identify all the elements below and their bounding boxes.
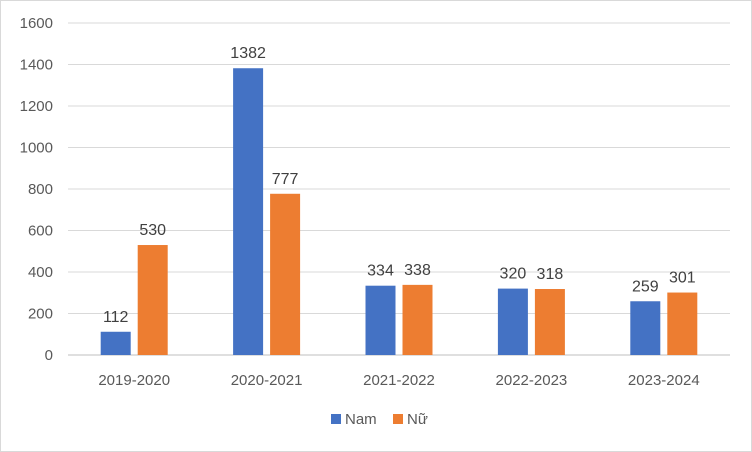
data-labels: 112 530 1382 777 334 338 320 318 259 301 [103,45,696,326]
y-tick-label: 200 [28,306,53,323]
x-tick-label: 2021-2022 [363,372,435,389]
legend-swatch [331,414,341,424]
bar-nam [365,285,396,355]
data-label: 112 [103,309,129,326]
legend: Nam Nữ [331,411,428,428]
data-label: 318 [537,266,564,283]
bar-nam [100,331,131,355]
y-tick-label: 600 [28,223,53,240]
y-tick-label: 800 [28,181,53,198]
bar-nam [497,288,528,355]
y-tick-label: 0 [45,347,53,364]
y-axis: 0 200 400 600 800 1000 1200 1400 1600 [20,15,53,364]
x-axis: 2019-2020 2020-2021 2021-2022 2022-2023 2023… [98,372,699,389]
bars [100,68,698,356]
bar-nam [630,301,661,355]
y-tick-label: 1200 [20,98,53,115]
x-tick-label: 2019-2020 [98,372,170,389]
bar-nam [233,68,264,356]
x-tick-label: 2020-2021 [231,372,303,389]
data-label: 777 [272,171,299,188]
y-tick-label: 1000 [20,140,53,157]
legend-label: Nam [345,411,377,428]
y-tick-label: 400 [28,264,53,281]
data-label: 320 [500,266,527,283]
data-label: 334 [367,263,394,280]
x-tick-label: 2022-2023 [496,372,568,389]
bar-nu [667,292,698,355]
y-tick-label: 1600 [20,15,53,32]
x-tick-label: 2023-2024 [628,372,700,389]
bar-nu [402,284,433,355]
legend-swatch [393,414,403,424]
bar-nu [270,193,301,355]
gridlines [68,22,730,356]
data-label: 530 [139,222,166,239]
data-label: 338 [404,262,431,279]
bar-nu [137,245,168,355]
bar-nu [534,289,565,355]
y-tick-label: 1400 [20,57,53,74]
data-label: 301 [669,270,696,287]
data-label: 259 [632,278,659,295]
legend-label: Nữ [407,411,428,428]
data-label: 1382 [230,45,266,62]
